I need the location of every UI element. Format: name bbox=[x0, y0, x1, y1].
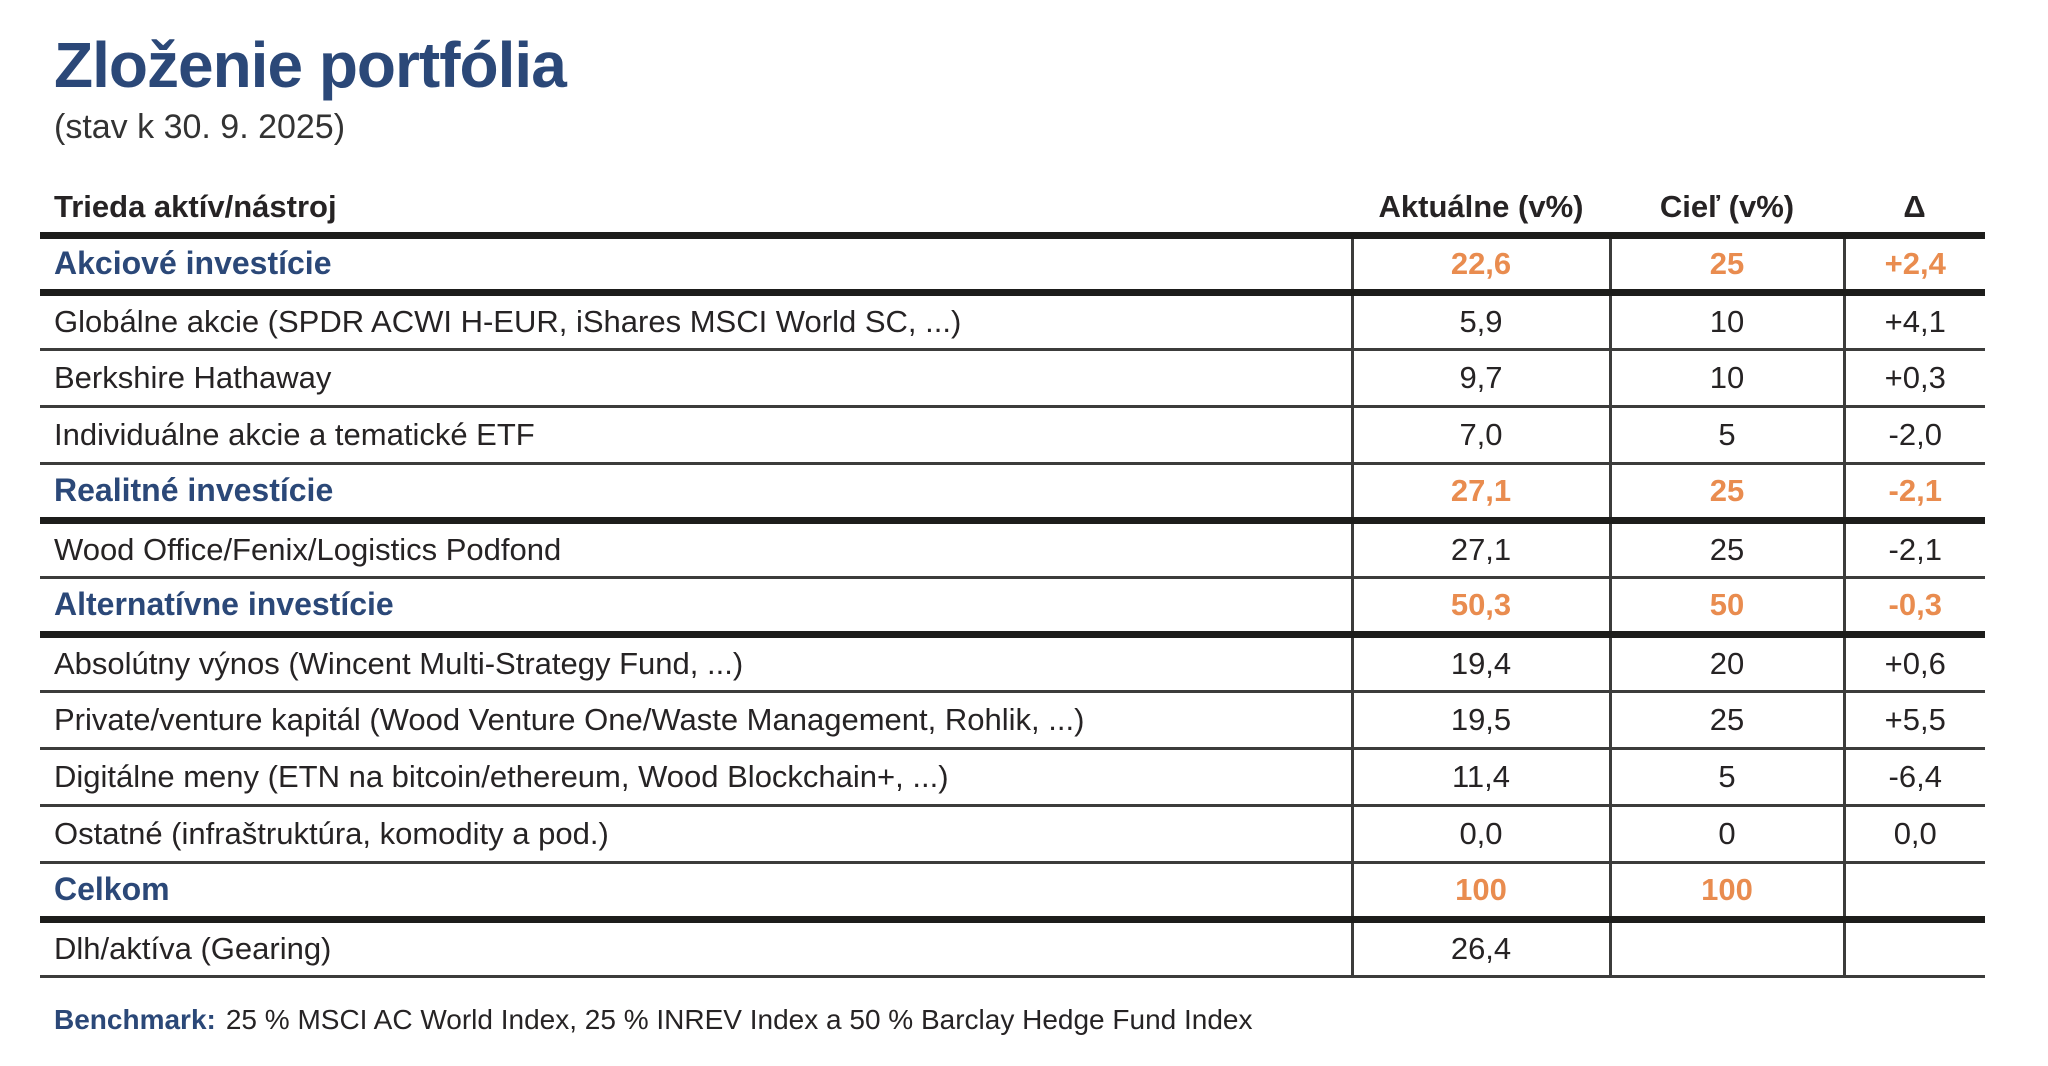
cell-current: 7,0 bbox=[1350, 406, 1610, 465]
column-header-target: Cieľ (v%) bbox=[1610, 181, 1844, 239]
cell-target: 25 bbox=[1608, 520, 1844, 579]
cell-target: 0 bbox=[1608, 805, 1844, 864]
asset-name: Ostatné (infraštruktúra, komodity a pod.… bbox=[40, 805, 1352, 864]
benchmark-text: 25 % MSCI AC World Index, 25 % INREV Ind… bbox=[225, 1003, 1253, 1035]
table-row: Absolútny výnos (Wincent Multi-Strategy … bbox=[40, 634, 1985, 693]
asset-name: Berkshire Hathaway bbox=[40, 349, 1352, 408]
page: Zloženie portfólia (stav k 30. 9. 2025) … bbox=[40, 29, 2048, 1036]
cell-target: 10 bbox=[1608, 292, 1844, 351]
cell-current: 5,9 bbox=[1350, 292, 1610, 351]
table-body: Akciové investície 22,6 25 +2,4 Globálne akc… bbox=[40, 235, 1985, 978]
section-row: Celkom 100 100 bbox=[40, 862, 1985, 923]
cell-delta: +0,6 bbox=[1842, 634, 1985, 693]
table-row: Dlh/aktíva (Gearing) 26,4 bbox=[40, 919, 1985, 978]
cell-target: 5 bbox=[1608, 748, 1844, 807]
section-row: Realitné investície 27,1 25 -2,1 bbox=[40, 463, 1985, 524]
column-header-current: Aktuálne (v%) bbox=[1352, 181, 1610, 239]
asset-name: Globálne akcie (SPDR ACWI H-EUR, iShares… bbox=[40, 292, 1352, 351]
cell-delta bbox=[1842, 919, 1985, 978]
asset-name: Private/venture kapitál (Wood Venture On… bbox=[40, 691, 1352, 750]
benchmark-label: Benchmark: bbox=[54, 1003, 216, 1035]
cell-delta: -2,0 bbox=[1842, 406, 1985, 465]
cell-current: 19,5 bbox=[1350, 691, 1610, 750]
column-header-asset-class: Trieda aktív/nástroj bbox=[40, 181, 1352, 239]
cell-target: 25 bbox=[1608, 691, 1844, 750]
cell-delta bbox=[1842, 862, 1985, 923]
table-row: Digitálne meny (ETN na bitcoin/ethereum,… bbox=[40, 748, 1985, 807]
table-row: Private/venture kapitál (Wood Venture On… bbox=[40, 691, 1985, 750]
cell-target: 25 bbox=[1608, 235, 1844, 296]
cell-current: 50,3 bbox=[1350, 577, 1610, 638]
cell-target: 25 bbox=[1608, 463, 1844, 524]
cell-delta: -0,3 bbox=[1842, 577, 1985, 638]
cell-current: 27,1 bbox=[1350, 520, 1610, 579]
cell-delta: 0,0 bbox=[1842, 805, 1985, 864]
cell-current: 22,6 bbox=[1350, 235, 1610, 296]
cell-current: 26,4 bbox=[1350, 919, 1610, 978]
cell-delta: +2,4 bbox=[1842, 235, 1985, 296]
cell-delta: +5,5 bbox=[1842, 691, 1985, 750]
cell-current: 100 bbox=[1350, 862, 1610, 923]
cell-current: 0,0 bbox=[1350, 805, 1610, 864]
cell-target: 5 bbox=[1608, 406, 1844, 465]
table-row: Wood Office/Fenix/Logistics Podfond 27,1 2… bbox=[40, 520, 1985, 579]
asset-name: Wood Office/Fenix/Logistics Podfond bbox=[40, 520, 1352, 579]
table-header-row: Trieda aktív/nástroj Aktuálne (v%) Cieľ … bbox=[40, 181, 1985, 239]
cell-delta: -2,1 bbox=[1842, 520, 1985, 579]
asset-name: Alternatívne investície bbox=[40, 577, 1352, 638]
section-row: Akciové investície 22,6 25 +2,4 bbox=[40, 235, 1985, 296]
cell-delta: -6,4 bbox=[1842, 748, 1985, 807]
asset-name: Realitné investície bbox=[40, 463, 1352, 524]
table-row: Individuálne akcie a tematické ETF 7,0 5 -2… bbox=[40, 406, 1985, 465]
asset-name: Akciové investície bbox=[40, 235, 1352, 296]
table-row: Berkshire Hathaway 9,7 10 +0,3 bbox=[40, 349, 1985, 408]
cell-delta: +4,1 bbox=[1842, 292, 1985, 351]
cell-target: 20 bbox=[1608, 634, 1844, 693]
asset-name: Celkom bbox=[40, 862, 1352, 923]
portfolio-table: Trieda aktív/nástroj Aktuálne (v%) Cieľ … bbox=[40, 181, 1985, 978]
table-row: Globálne akcie (SPDR ACWI H-EUR, iShares… bbox=[40, 292, 1985, 351]
cell-target: 10 bbox=[1608, 349, 1844, 408]
asset-name: Individuálne akcie a tematické ETF bbox=[40, 406, 1352, 465]
cell-delta: -2,1 bbox=[1842, 463, 1985, 524]
cell-target: 50 bbox=[1608, 577, 1844, 638]
asset-name: Dlh/aktíva (Gearing) bbox=[40, 919, 1352, 978]
benchmark-note: Benchmark: 25 % MSCI AC World Index, 25 %… bbox=[54, 1004, 2048, 1036]
asset-name: Absolútny výnos (Wincent Multi-Strategy … bbox=[40, 634, 1352, 693]
cell-target bbox=[1608, 919, 1844, 978]
asset-name: Digitálne meny (ETN na bitcoin/ethereum,… bbox=[40, 748, 1352, 807]
table-row: Ostatné (infraštruktúra, komodity a pod.… bbox=[40, 805, 1985, 864]
column-header-delta: Δ bbox=[1844, 181, 1985, 239]
cell-target: 100 bbox=[1608, 862, 1844, 923]
section-row: Alternatívne investície 50,3 50 -0,3 bbox=[40, 577, 1985, 638]
cell-delta: +0,3 bbox=[1842, 349, 1985, 408]
cell-current: 9,7 bbox=[1350, 349, 1610, 408]
page-subtitle: (stav k 30. 9. 2025) bbox=[54, 108, 346, 147]
cell-current: 19,4 bbox=[1350, 634, 1610, 693]
cell-current: 27,1 bbox=[1350, 463, 1610, 524]
cell-current: 11,4 bbox=[1350, 748, 1610, 807]
page-title: Zloženie portfólia bbox=[54, 29, 567, 101]
